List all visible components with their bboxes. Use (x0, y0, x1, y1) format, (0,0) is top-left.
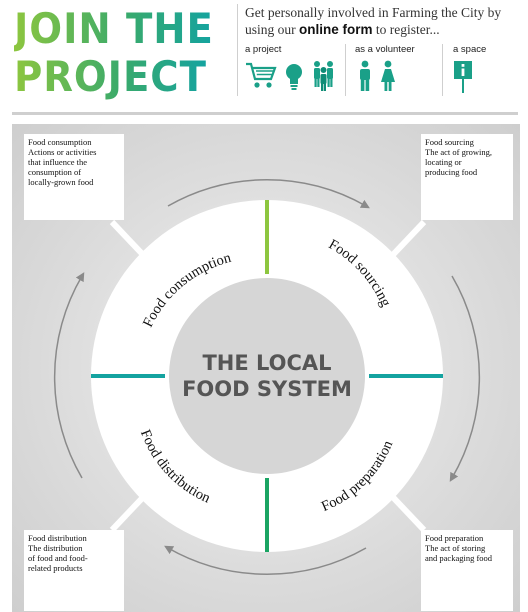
intro-text: Get personally involved in Farming the C… (245, 4, 525, 38)
option-project-label: a project (245, 44, 282, 55)
box-line: Actions or activities (28, 147, 97, 157)
header-rule (12, 112, 518, 115)
cycle-arrow-top (167, 179, 370, 209)
cycle-arrow-bottom (164, 545, 367, 575)
group-of-people-icon[interactable] (310, 60, 338, 92)
box-line: locating or (425, 157, 462, 167)
description-box-sourcing: Food sourcing The act of growing, locati… (421, 134, 513, 220)
box-line: of food and food- (28, 553, 88, 563)
info-sign-icon[interactable] (453, 60, 473, 94)
man-icon[interactable] (358, 60, 372, 92)
option-space-label: a space (453, 44, 487, 55)
box-title: Food preparation (425, 533, 484, 543)
header-divider (237, 4, 238, 96)
lightbulb-icon[interactable] (284, 62, 304, 92)
description-box-consumption: Food consumption Actions or activities t… (24, 134, 124, 220)
box-line: The act of growing, (425, 147, 493, 157)
box-line: The act of storing (425, 543, 486, 553)
center-title-line-1: THE LOCAL (202, 351, 331, 375)
woman-icon[interactable] (380, 60, 396, 92)
connector-sourcing (385, 219, 427, 263)
online-form-link[interactable]: online form (299, 22, 373, 37)
box-title: Food sourcing (425, 137, 474, 147)
intro-part-1: Get personally involved in Farming the C… (245, 5, 502, 37)
box-line: related products (28, 563, 83, 573)
description-box-preparation: Food preparation The act of storing and … (421, 530, 513, 611)
inner-circle (169, 278, 365, 474)
title-line-2: PROJECT (14, 52, 207, 101)
description-box-distribution: Food distribution The distribution of fo… (24, 530, 124, 611)
box-title: Food distribution (28, 533, 87, 543)
title-line-1: JOIN THE (14, 4, 214, 53)
box-line: The distribution (28, 543, 83, 553)
box-line: producing food (425, 167, 478, 177)
box-title: Food consumption (28, 137, 92, 147)
box-line: and packaging food (425, 553, 493, 563)
intro-part-2: to register... (372, 22, 440, 37)
option-volunteer-label: as a volunteer (355, 44, 415, 55)
box-line: that influence the (28, 157, 88, 167)
header: JOIN THE PROJECT Get personally involved… (0, 0, 528, 108)
box-line: consumption of (28, 167, 82, 177)
cycle-arrow-right (449, 275, 481, 482)
option-separator-1 (345, 44, 346, 96)
shopping-cart-icon[interactable] (244, 60, 278, 90)
connector-preparation (385, 489, 427, 533)
center-title-line-2: FOOD SYSTEM (182, 377, 352, 401)
option-separator-2 (442, 44, 443, 96)
cycle-arrow-left (53, 272, 85, 479)
box-line: locally-grown food (28, 177, 94, 187)
